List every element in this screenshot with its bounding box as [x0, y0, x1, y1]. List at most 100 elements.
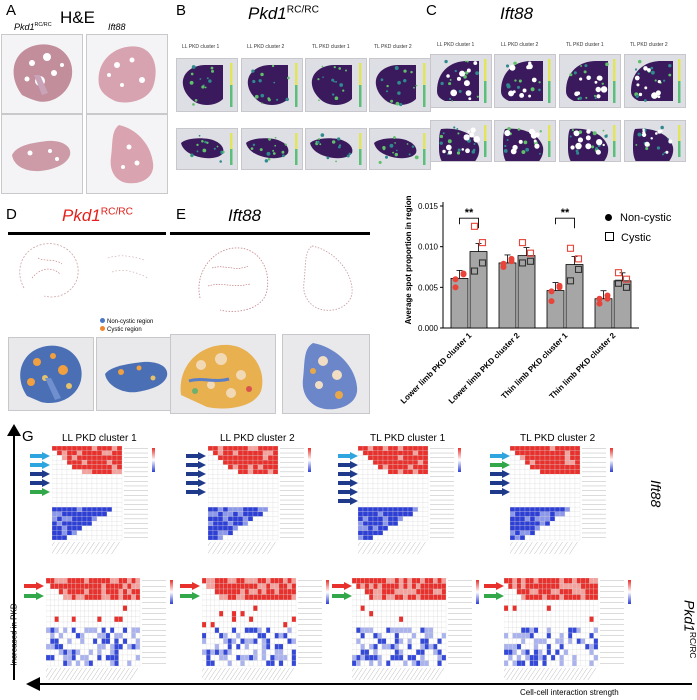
he-tissue-ift88-top — [98, 46, 156, 103]
panel-label-e: E — [176, 206, 187, 223]
panel-b-map-svg — [311, 63, 362, 107]
g-cluster-title-1: LL PKD cluster 1 — [62, 433, 137, 444]
legend-cystic-dot — [100, 326, 105, 331]
heatmap-svg — [39, 577, 173, 681]
heatmap-svg — [195, 577, 329, 681]
outline-map-d-left — [19, 243, 79, 298]
panel-c-map-r1-c4 — [624, 54, 686, 108]
heatmap-ift88-2 — [202, 445, 318, 566]
he-image-ift88-top — [86, 34, 168, 114]
bar-legend-noncystic-label: Non-cystic — [620, 212, 672, 224]
point-noncystic — [604, 295, 611, 302]
panel-d-title: Pkd1RC/RC — [62, 206, 133, 226]
panel-c-map-r1-c1 — [430, 54, 492, 108]
point-noncystic — [556, 282, 563, 289]
panel-c-cluster-2: LL PKD cluster 2 — [501, 42, 539, 48]
point-noncystic — [508, 258, 515, 265]
panel-c-title: Ift88 — [500, 4, 534, 23]
point-cystic — [574, 265, 583, 273]
region-map-e-left — [180, 344, 263, 409]
bar-cystic — [469, 251, 488, 329]
panel-b-map-svg — [182, 63, 233, 107]
panel-b-map-r1-c2 — [241, 58, 303, 112]
panel-b-map-r1-c4 — [369, 58, 431, 112]
he-col1-label: Pkd1RC/RC — [14, 22, 52, 32]
panel-c-map-svg — [566, 59, 616, 103]
g-row2-gene: Pkd1RC/RC — [681, 600, 697, 658]
panel-label-d: D — [6, 206, 17, 223]
point-cystic — [614, 269, 623, 277]
heatmap-ift88-1 — [46, 445, 162, 566]
bar-legend-square — [605, 232, 614, 241]
point-cystic — [622, 283, 631, 291]
panel-b-cluster-2: LL PKD cluster 2 — [247, 44, 285, 50]
g-y-axis-label: Increased in PKD — [9, 603, 19, 666]
point-cystic — [518, 239, 527, 247]
panel-c-cluster-3: TL PKD cluster 1 — [566, 42, 604, 48]
heatmap-ift88-3 — [352, 445, 468, 566]
pkd1-arrows-4 — [484, 580, 506, 604]
panel-b-map-r2-c4 — [369, 128, 431, 170]
heatmap-pkd1-1 — [39, 577, 180, 692]
panel-b-map-r2-c2 — [241, 128, 303, 170]
panel-d-outline-left — [10, 238, 88, 304]
panel-d-underline — [8, 232, 166, 235]
panel-d-region-map-right — [96, 337, 178, 411]
panel-c-map-r1-c2 — [494, 54, 556, 108]
panel-c-map-r2-c3 — [559, 120, 621, 171]
point-noncystic — [452, 276, 459, 283]
panel-c-map-svg — [439, 125, 487, 171]
panel-c-map-r1-c3 — [559, 54, 621, 108]
y-tick-label: 0.010 — [418, 243, 439, 252]
point-noncystic — [460, 271, 467, 278]
point-cystic — [526, 249, 535, 257]
panel-c-map-svg — [631, 59, 681, 103]
he-tissue-ift88-bottom — [110, 125, 154, 184]
heatmap-svg — [345, 577, 479, 681]
bar-noncystic — [546, 290, 565, 329]
bar-cystic — [613, 280, 632, 329]
point-cystic — [622, 275, 631, 283]
legend-noncystic: Non-cystic region — [100, 318, 153, 326]
heatmap-pkd1-3 — [345, 577, 486, 692]
point-noncystic — [452, 284, 459, 291]
heatmap-pkd1-2 — [195, 577, 336, 692]
bar-cystic — [565, 264, 584, 329]
point-noncystic — [548, 288, 555, 295]
g-row2-gene-name: Pkd1 — [681, 600, 697, 632]
panel-c-cluster-4: TL PKD cluster 2 — [630, 42, 668, 48]
point-cystic — [566, 244, 575, 252]
ift88-arrows-3 — [338, 452, 360, 512]
point-noncystic — [500, 264, 507, 270]
panel-label-a: A — [6, 2, 17, 19]
region-map-e-right — [302, 343, 358, 410]
g-y-axis-line — [13, 432, 15, 680]
point-cystic — [518, 259, 527, 267]
panel-label-c: C — [426, 2, 437, 19]
outline-map-e-right — [303, 245, 353, 311]
panel-label-g: G — [22, 428, 34, 445]
panel-d-outline-right — [92, 238, 170, 304]
panel-b-title: Pkd1RC/RC — [248, 4, 319, 24]
g-x-axis-label: Cell-cell interaction strength — [520, 688, 619, 697]
point-cystic — [478, 259, 487, 267]
bar-chart-bars — [450, 243, 632, 329]
region-map-d-right — [105, 361, 168, 393]
ift88-arrows-1 — [30, 452, 52, 512]
he-col1-sup: RC/RC — [34, 22, 52, 28]
panel-c-map-svg — [568, 125, 616, 171]
region-map-d-left — [20, 345, 82, 404]
legend-noncystic-label: Non-cystic region — [107, 319, 154, 325]
point-noncystic — [596, 300, 603, 307]
point-cystic — [526, 257, 535, 265]
panel-e-outline-right — [282, 238, 366, 318]
bar-legend-noncystic: Non-cystic — [605, 208, 671, 228]
panel-b-sup: RC/RC — [286, 4, 320, 16]
bar-chart-points — [452, 222, 631, 307]
panel-b-map-svg — [375, 63, 426, 107]
point-noncystic — [548, 298, 555, 305]
g-y-axis-arrowhead — [7, 424, 21, 436]
panel-e-outline-left — [190, 238, 278, 318]
g-row1-gene: Ift88 — [648, 480, 664, 508]
bar-chart-significance: ** ** — [459, 207, 575, 229]
